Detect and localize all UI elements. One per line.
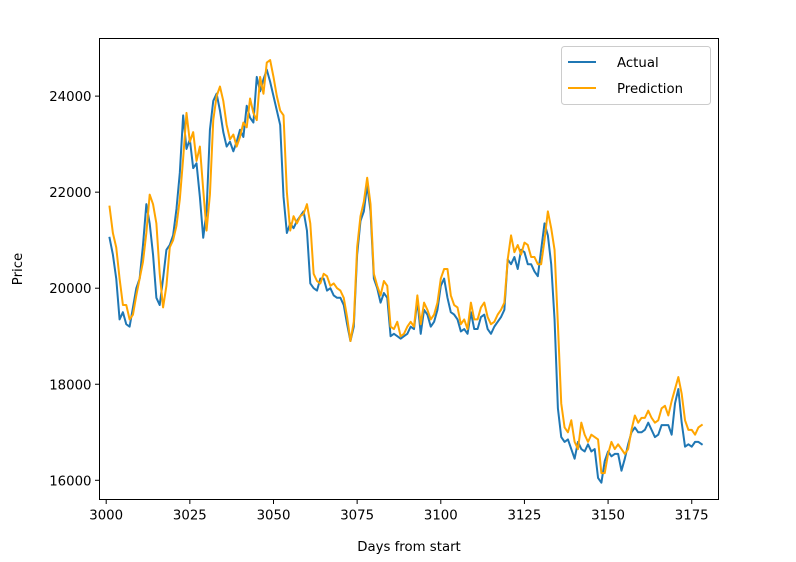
x-tick-label: 3000 (89, 509, 123, 524)
y-axis-label: Price (11, 253, 26, 285)
legend: Actual Prediction (561, 46, 711, 105)
x-tick-label: 3025 (173, 509, 207, 524)
legend-box (561, 46, 711, 105)
y-tick-label: 24000 (49, 90, 91, 105)
y-tick-label: 20000 (49, 282, 91, 297)
y-tick-label: 16000 (49, 474, 91, 489)
x-tick-label: 3075 (340, 509, 374, 524)
y-tick-label: 18000 (49, 378, 91, 393)
legend-label-prediction: Prediction (617, 82, 683, 97)
legend-label-actual: Actual (617, 56, 659, 71)
x-tick-label: 3050 (257, 509, 291, 524)
x-axis-ticks: 3000 3025 3050 3075 3100 3125 3150 3175 (89, 499, 709, 524)
y-tick-label: 22000 (49, 186, 91, 201)
x-tick-label: 3100 (424, 509, 458, 524)
x-axis-label: Days from start (357, 540, 461, 555)
y-axis-ticks: 16000 18000 20000 22000 24000 (49, 90, 100, 489)
axes-frame (99, 38, 719, 500)
x-tick-label: 3175 (675, 509, 709, 524)
plot-lines (108, 59, 704, 484)
x-tick-label: 3150 (591, 509, 625, 524)
x-tick-label: 3125 (508, 509, 542, 524)
series-line-actual (108, 68, 704, 484)
series-line-prediction (108, 59, 704, 475)
